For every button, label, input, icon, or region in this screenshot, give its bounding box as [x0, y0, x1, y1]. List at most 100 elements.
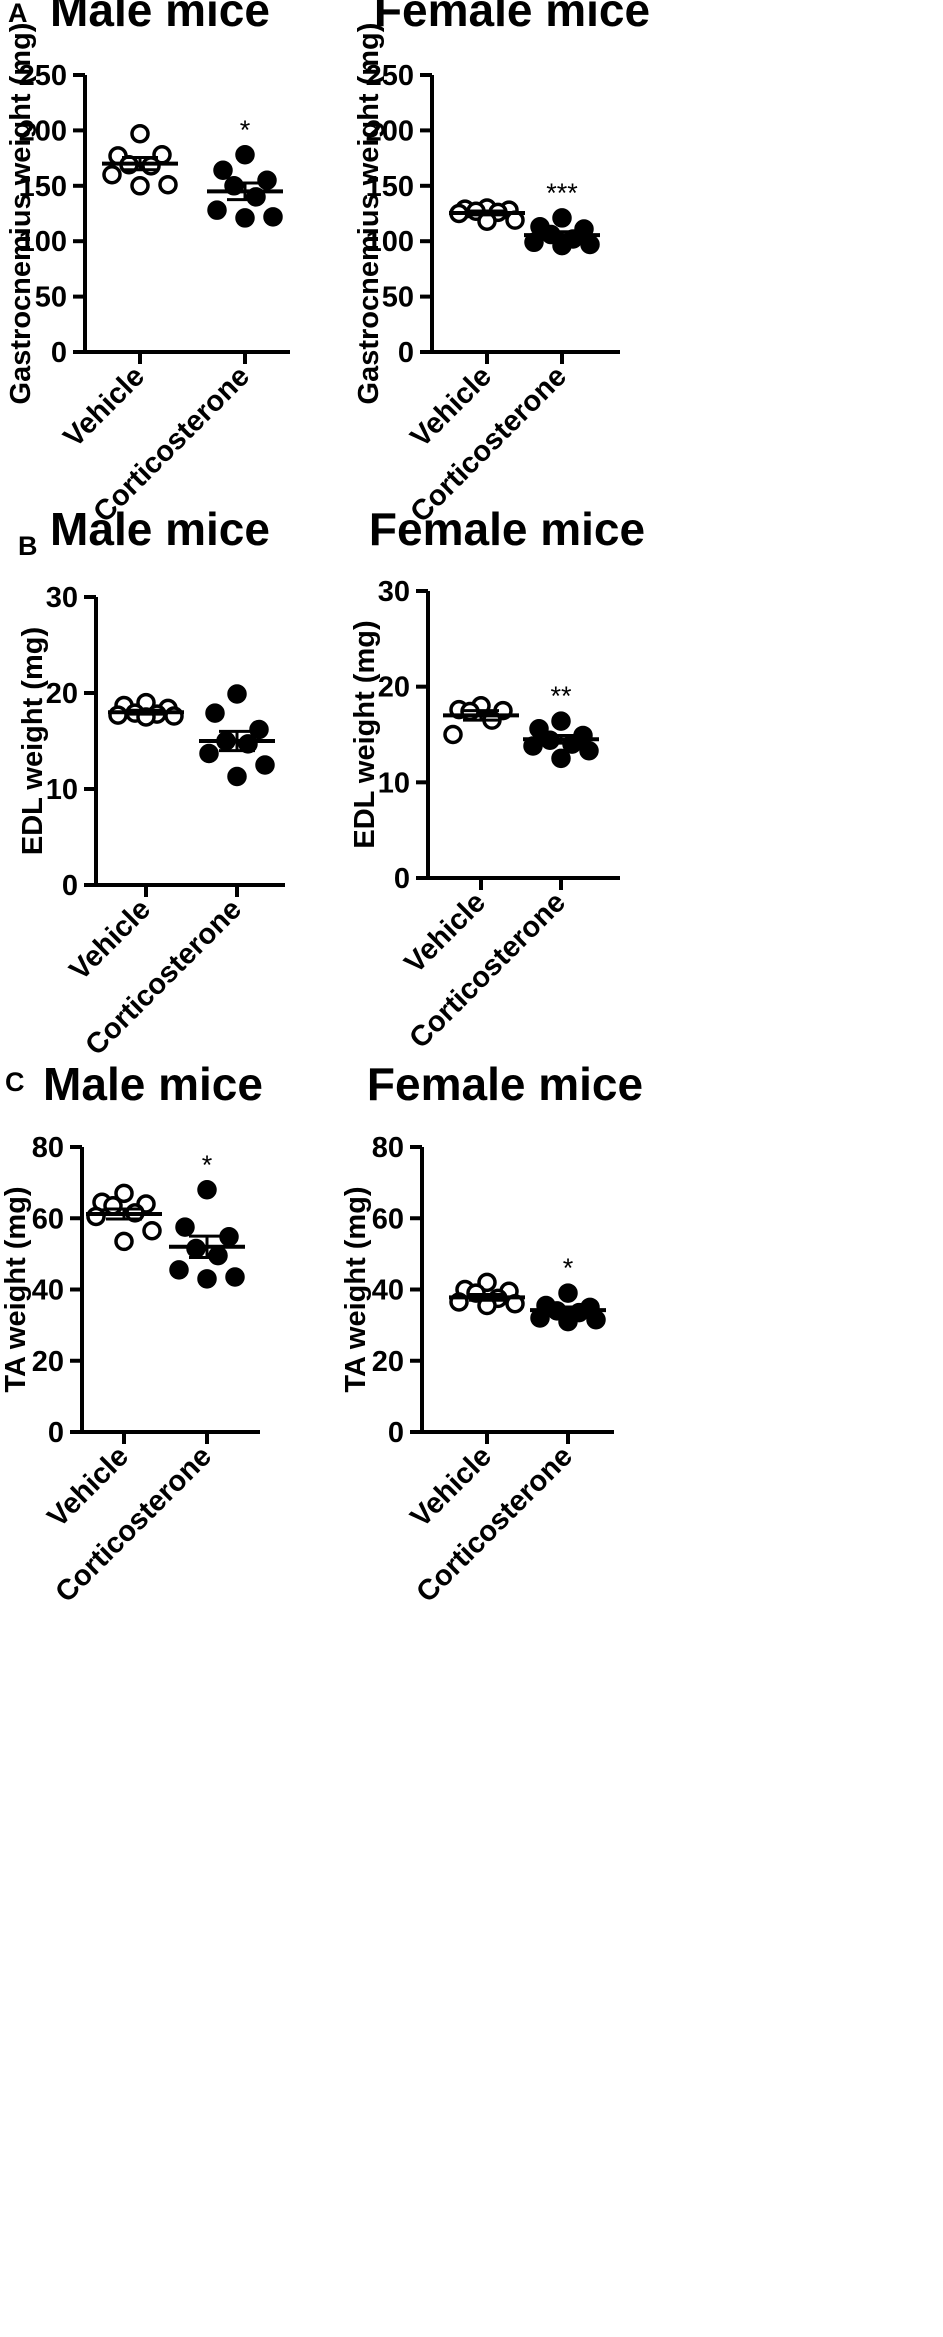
- chart-panel-3: B Male mice EDL weight (mg) 0 10 20 30 VehicleC…: [17, 503, 285, 1062]
- y-tick-label: 100: [19, 226, 67, 258]
- x-tick-label: Vehicle: [64, 893, 157, 986]
- chart-panel-1: A Male mice Gastrocnemius weight (mg) 0 50 10…: [5, 0, 290, 529]
- data-point-filled: [175, 1217, 195, 1237]
- y-tick-label: 80: [372, 1132, 404, 1164]
- panel-letter: C: [5, 1067, 25, 1097]
- data-point-filled: [579, 741, 599, 761]
- data-point-filled: [529, 719, 549, 739]
- data-point-filled: [558, 1283, 578, 1303]
- data-point-filled: [227, 766, 247, 787]
- data-point-filled: [255, 755, 275, 775]
- data-point-filled: [249, 719, 269, 740]
- data-point-filled: [580, 234, 600, 255]
- y-tick-label: 0: [62, 870, 78, 902]
- data-point-filled: [530, 1308, 550, 1328]
- y-tick-label: 0: [394, 863, 410, 895]
- data-point-filled: [227, 684, 247, 704]
- y-tick-label: 100: [366, 226, 414, 258]
- y-tick-label: 200: [19, 115, 67, 147]
- data-point-filled: [551, 711, 571, 731]
- y-tick-label: 250: [366, 60, 414, 92]
- y-axis-label: EDL weight (mg): [349, 620, 381, 848]
- significance-marker: **: [550, 681, 572, 711]
- data-point-filled: [205, 703, 225, 723]
- data-point-open: [130, 176, 150, 196]
- data-point-filled: [199, 743, 219, 764]
- y-tick-label: 200: [366, 115, 414, 147]
- data-point-open: [108, 705, 128, 725]
- y-tick-label: 50: [382, 282, 414, 314]
- y-tick-label: 60: [32, 1203, 64, 1235]
- y-tick-label: 0: [388, 1417, 404, 1449]
- y-tick-label: 10: [378, 767, 410, 799]
- significance-marker: ***: [546, 178, 578, 208]
- significance-marker: *: [240, 115, 251, 145]
- data-point-open: [130, 123, 150, 144]
- y-tick-label: 0: [398, 337, 414, 369]
- y-tick-label: 60: [372, 1203, 404, 1235]
- y-tick-label: 50: [35, 282, 67, 314]
- x-tick-label: Vehicle: [58, 360, 151, 453]
- panel-letter: B: [18, 531, 38, 561]
- data-point-filled: [552, 235, 572, 256]
- data-point-open: [102, 164, 122, 185]
- significance-marker: *: [563, 1253, 574, 1283]
- y-tick-label: 150: [19, 171, 67, 203]
- data-point-open: [114, 1183, 134, 1204]
- y-tick-label: 150: [366, 171, 414, 203]
- data-point-filled: [558, 1311, 578, 1332]
- chart-title: Male mice: [43, 1058, 263, 1110]
- y-tick-label: 40: [372, 1275, 404, 1307]
- y-tick-label: 40: [32, 1275, 64, 1307]
- panel-letter: A: [8, 0, 28, 28]
- y-tick-label: 20: [372, 1346, 404, 1378]
- x-tick-label: Corticosterone: [79, 893, 247, 1061]
- data-point-filled: [169, 1260, 189, 1280]
- data-point-open: [103, 1196, 123, 1216]
- data-point-filled: [208, 1245, 228, 1266]
- data-point-open: [443, 724, 463, 745]
- data-point-filled: [551, 748, 571, 769]
- data-point-filled: [263, 207, 283, 227]
- y-tick-label: 20: [378, 672, 410, 704]
- data-point-filled: [213, 160, 233, 181]
- data-point-filled: [257, 170, 277, 191]
- y-tick-label: 20: [32, 1346, 64, 1378]
- chart-title: Male mice: [50, 503, 270, 555]
- chart-title: Male mice: [50, 0, 270, 36]
- data-point-filled: [235, 145, 255, 165]
- data-point-filled: [235, 208, 255, 228]
- y-axis-label: Gastrocnemius weight (mg): [353, 23, 385, 405]
- data-point-filled: [586, 1310, 606, 1330]
- y-tick-label: 80: [32, 1132, 64, 1164]
- data-point-filled: [197, 1269, 217, 1289]
- chart-title: Female mice: [367, 1058, 643, 1110]
- data-point-open: [158, 174, 178, 195]
- y-tick-label: 20: [46, 678, 78, 710]
- data-point-open: [114, 1231, 134, 1252]
- data-point-open: [141, 156, 161, 176]
- data-point-filled: [207, 200, 227, 220]
- y-axis-label: TA weight (mg): [0, 1186, 32, 1392]
- data-point-open: [86, 1206, 106, 1227]
- y-tick-label: 250: [19, 60, 67, 92]
- data-point-filled: [225, 1267, 245, 1287]
- y-tick-label: 0: [48, 1417, 64, 1449]
- data-point-open: [142, 1220, 162, 1241]
- x-tick-label: Corticosterone: [49, 1440, 217, 1608]
- chart-title: Female mice: [369, 503, 645, 555]
- y-tick-label: 30: [46, 582, 78, 614]
- data-point-filled: [197, 1180, 217, 1200]
- y-tick-label: 0: [51, 337, 67, 369]
- y-tick-label: 30: [378, 576, 410, 608]
- significance-marker: *: [202, 1150, 213, 1180]
- y-axis-label: TA weight (mg): [340, 1186, 372, 1392]
- y-axis-label: EDL weight (mg): [17, 627, 49, 855]
- chart-title: Female mice: [374, 0, 650, 36]
- y-tick-label: 10: [46, 774, 78, 806]
